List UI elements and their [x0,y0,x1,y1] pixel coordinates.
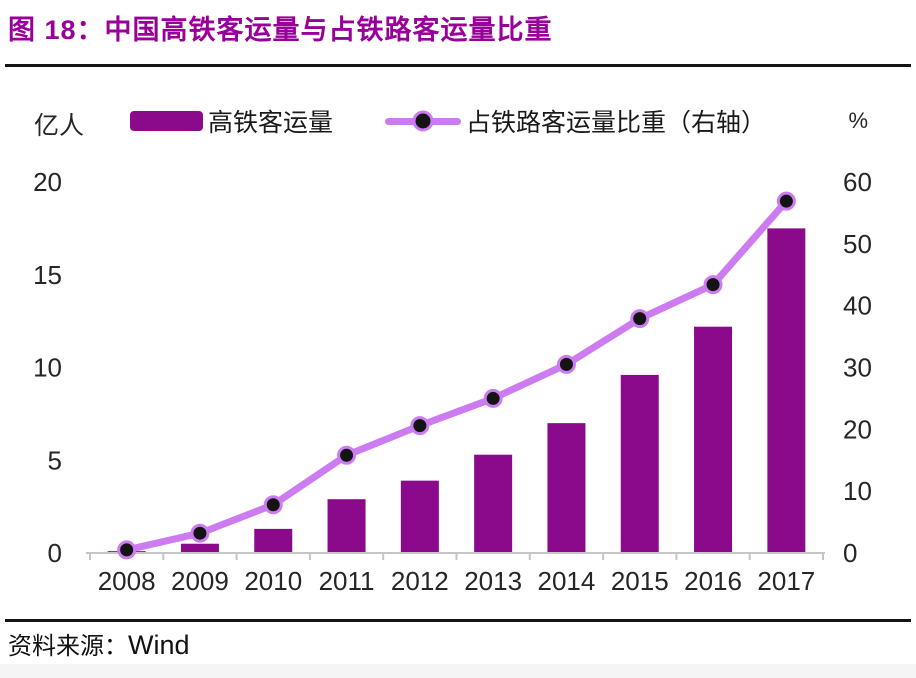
line-marker-icon [412,110,434,132]
svg-text:2014: 2014 [538,566,596,596]
legend-item-line-series: 占铁路客运量比重（右轴） [385,103,766,139]
svg-text:0: 0 [48,538,62,568]
combo-bar-line-chart: 0 5 10 15 20 0 10 20 30 40 50 60 2008 2009 2010 2011 201… [33,167,872,596]
svg-text:40: 40 [843,291,872,321]
right-axis-unit-label: % [848,108,868,133]
line-swatch-icon [385,110,462,132]
legend-label-line-series: 占铁路客运量比重（右轴） [466,109,767,137]
footer-divider [5,619,911,622]
svg-text:2008: 2008 [98,566,156,596]
svg-text:15: 15 [33,260,62,290]
legend-label-bar-series: 高铁客运量 [208,109,334,137]
svg-text:10: 10 [843,476,872,506]
svg-text:2013: 2013 [464,566,522,596]
source-value: Wind [128,630,190,660]
bar-swatch-icon [130,111,203,131]
svg-text:2015: 2015 [611,566,669,596]
svg-text:30: 30 [843,353,872,383]
bottom-strip [0,664,916,678]
svg-text:2010: 2010 [244,566,302,596]
svg-text:2009: 2009 [171,566,229,596]
source-line: 资料来源：Wind [8,626,190,661]
svg-text:2012: 2012 [391,566,449,596]
svg-text:50: 50 [843,229,872,259]
left-axis-unit-label: 亿人 [34,112,85,140]
svg-text:60: 60 [843,167,872,197]
svg-text:5: 5 [48,445,62,475]
svg-text:2011: 2011 [319,566,375,596]
legend-row: 亿人 高铁客运量 占铁路客运量比重（右轴） % [0,100,916,142]
legend-item-bar-series: 高铁客运量 [130,103,333,139]
svg-text:2016: 2016 [684,566,742,596]
figure-title: 图 18：中国高铁客运量与占铁路客运量比重 [8,15,553,45]
svg-text:0: 0 [843,538,857,568]
legend: 高铁客运量 占铁路客运量比重（右轴） [130,100,766,142]
source-label: 资料来源： [8,634,128,660]
title-divider [5,64,911,67]
svg-text:2017: 2017 [757,566,815,596]
svg-text:20: 20 [33,167,62,197]
svg-text:10: 10 [33,353,62,383]
svg-text:20: 20 [843,414,872,444]
